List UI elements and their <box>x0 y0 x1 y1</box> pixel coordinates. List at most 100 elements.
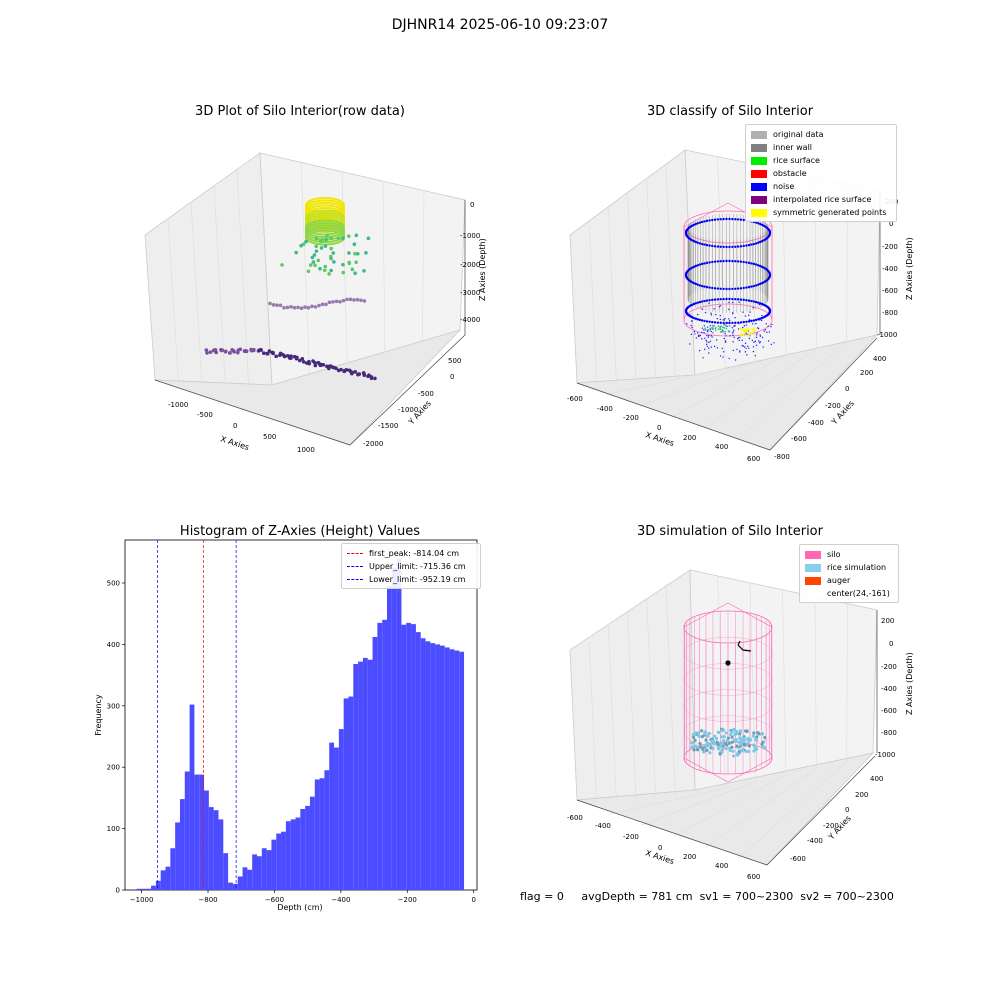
p2-noise <box>723 323 726 326</box>
histogram-ytick-label: 100 <box>107 825 120 833</box>
p2-point <box>754 318 758 322</box>
panel2-ytick: -400 <box>808 419 824 427</box>
p2-noise <box>719 355 722 357</box>
p2-noise <box>729 334 731 337</box>
panel4-ztick: -200 <box>881 663 897 671</box>
p2-noise <box>708 352 710 354</box>
p2-point <box>719 260 722 263</box>
legend-label: silo <box>827 550 841 559</box>
p2-noise <box>722 319 724 321</box>
panel2-plot: -600 -400 -200 0 200 400 600 X Axies 400… <box>567 149 914 463</box>
histogram-bar <box>151 885 156 890</box>
p2-point <box>698 284 702 287</box>
p1-point <box>205 351 209 355</box>
p1-point <box>334 299 339 304</box>
p1-point <box>297 358 302 363</box>
p2-noise <box>716 347 719 349</box>
p2-noise <box>744 342 747 345</box>
p2-noise <box>743 324 746 327</box>
panel1-ztick: -4000 <box>460 316 480 324</box>
panel4-ytick: 0 <box>845 806 849 814</box>
panel1-axis-lines <box>154 200 466 446</box>
panel1-zlabel: Z Axies (Depth) <box>478 238 487 301</box>
p2-point <box>716 298 720 301</box>
p2-noise <box>758 342 761 344</box>
p2-noise <box>754 340 757 343</box>
p2-noise <box>732 332 734 334</box>
p2-noise <box>706 334 708 337</box>
p2-noise <box>696 332 699 334</box>
p1-point <box>320 238 324 242</box>
p1-point <box>227 351 232 355</box>
p1-point <box>238 347 243 352</box>
p2-noise <box>723 337 725 340</box>
p2-noise <box>758 340 760 342</box>
p2-noise <box>713 345 716 348</box>
p2-noise <box>690 333 693 336</box>
panel4-xtick: -600 <box>567 814 583 822</box>
p2-noise <box>689 313 691 316</box>
p1-point <box>220 348 225 353</box>
histogram-xtick-label: −1000 <box>130 896 154 904</box>
p1-point <box>314 244 319 249</box>
p2-noise <box>708 341 710 344</box>
p2-point <box>731 321 734 325</box>
p2-rice <box>717 328 720 331</box>
p1-point <box>278 303 283 308</box>
p2-noise <box>765 323 767 325</box>
p2-point <box>760 282 764 285</box>
p2-rice <box>711 326 714 329</box>
p1-point <box>325 233 329 238</box>
p1-point <box>338 299 342 304</box>
panel1-xtick: -500 <box>197 411 213 419</box>
p2-noise <box>691 320 693 322</box>
p1-point <box>353 271 357 276</box>
p1-point <box>310 255 315 260</box>
legend-item: center(24,-161) <box>805 587 893 600</box>
p2-noise <box>693 316 695 319</box>
p2-noise <box>697 313 699 316</box>
p1-point <box>204 348 209 352</box>
panel2-xtick: -400 <box>597 405 613 413</box>
p2-noise <box>764 329 766 331</box>
panel1-xtick: 1000 <box>297 446 315 454</box>
p2-noise <box>760 319 763 322</box>
p2-point <box>698 263 702 266</box>
p2-noise <box>731 327 733 329</box>
p2-point <box>703 243 706 246</box>
p2-noise <box>728 357 730 360</box>
p2-point <box>736 245 740 248</box>
p1-point <box>244 349 249 354</box>
panel4-xtick: -400 <box>595 822 611 830</box>
legend-label: noise <box>773 182 795 191</box>
panel4-title: 3D simulation of Silo Interior <box>637 524 823 539</box>
panel3-legend: first_peak: -814.04 cm Upper_limit: -715… <box>341 543 481 589</box>
p2-noise <box>710 335 712 337</box>
p1-point <box>307 359 311 364</box>
histogram-bar <box>271 839 277 890</box>
p1-point <box>280 263 284 267</box>
panel1-ztick: -1000 <box>460 232 480 240</box>
histogram-bar <box>314 779 320 890</box>
p2-noise <box>760 304 763 306</box>
panel2-ztick: -400 <box>882 265 898 273</box>
p1-point <box>323 244 328 248</box>
p1-point <box>252 347 256 352</box>
p2-noise <box>739 351 741 353</box>
p2-point <box>725 259 728 263</box>
p1-point <box>350 267 355 272</box>
p2-point <box>747 320 751 323</box>
p2-point <box>736 218 740 221</box>
p2-noise <box>732 349 735 352</box>
p2-point <box>739 298 743 301</box>
legend-label: inner wall <box>773 143 813 152</box>
p2-point <box>752 284 756 288</box>
legend-label: Upper_limit: -715.36 cm <box>369 562 466 571</box>
p2-noise <box>704 337 706 340</box>
p2-noise <box>726 322 729 324</box>
p2-rice <box>707 329 710 332</box>
p2-point <box>736 287 740 290</box>
p2-point <box>698 318 702 322</box>
histogram-bar <box>218 819 224 890</box>
legend-item: rice surface <box>751 154 891 167</box>
